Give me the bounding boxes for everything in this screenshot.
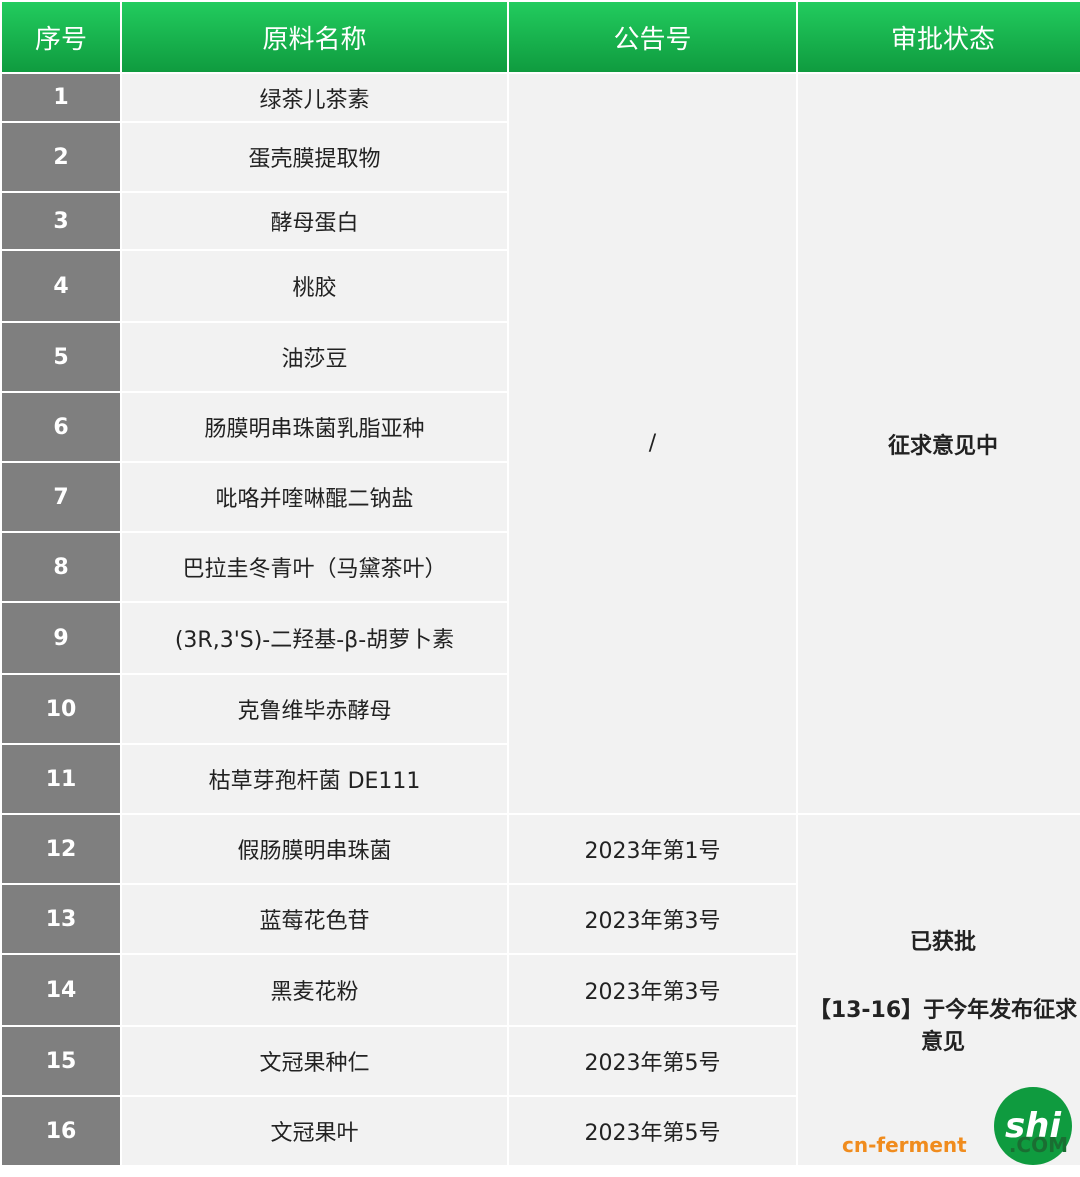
row-number: 16	[0, 1095, 122, 1167]
row: 10 克鲁维毕赤酵母	[0, 673, 1080, 745]
row-number: 7	[0, 461, 122, 533]
material-name: 绿茶儿茶素	[120, 72, 509, 123]
header-cell: 公告号	[507, 0, 798, 74]
row: 8 巴拉圭冬青叶（马黛茶叶）	[0, 531, 1080, 603]
notice-number: 2023年第5号	[507, 1095, 798, 1167]
material-name: 桃胶	[120, 249, 509, 323]
header-cell: 审批状态	[796, 0, 1080, 74]
row: 1 绿茶儿茶素 / 征求意见中	[0, 72, 1080, 815]
header-row: 序号 原料名称 公告号 审批状态	[0, 0, 1080, 74]
row-number: 9	[0, 601, 122, 675]
watermark-text: cn-ferment	[842, 1133, 967, 1157]
material-name: 巴拉圭冬青叶（马黛茶叶）	[120, 531, 509, 603]
material-name: 油莎豆	[120, 321, 509, 393]
notice-number: 2023年第1号	[507, 813, 798, 885]
status-line: 【13-16】于今年发布征求意见	[808, 998, 1078, 1055]
row: 5 油莎豆	[0, 321, 1080, 393]
row-number: 6	[0, 391, 122, 463]
header-cell: 原料名称	[120, 0, 509, 74]
watermark-suffix: .COM	[1008, 1133, 1068, 1157]
row-number: 13	[0, 883, 122, 955]
row-number: 8	[0, 531, 122, 603]
row: 12 假肠膜明串珠菌 2023年第1号已获批【13-16】于今年发布征求意见	[0, 813, 1080, 1167]
status-line: 征求意见中	[887, 433, 998, 459]
row: 16 文冠果叶 2023年第5号	[0, 1095, 1080, 1167]
material-name: 假肠膜明串珠菌	[120, 813, 509, 885]
row: 9 (3R,3'S)-二羟基-β-胡萝卜素	[0, 601, 1080, 675]
row: 6 肠膜明串珠菌乳脂亚种	[0, 391, 1080, 463]
status-line: 已获批	[909, 930, 976, 955]
row-number: 3	[0, 191, 122, 251]
notice-number: 2023年第5号	[507, 1025, 798, 1097]
row-number: 12	[0, 813, 122, 885]
material-name: 酵母蛋白	[120, 191, 509, 251]
row: 3 酵母蛋白	[0, 191, 1080, 251]
row-number: 11	[0, 743, 122, 815]
material-name: 蓝莓花色苷	[120, 883, 509, 955]
row: 15 文冠果种仁 2023年第5号	[0, 1025, 1080, 1097]
material-name: 肠膜明串珠菌乳脂亚种	[120, 391, 509, 463]
watermark-logo: shi	[994, 1087, 1072, 1165]
row: 7 吡咯并喹啉醌二钠盐	[0, 461, 1080, 533]
material-name: 蛋壳膜提取物	[120, 121, 509, 193]
material-name: 吡咯并喹啉醌二钠盐	[120, 461, 509, 533]
row-number: 14	[0, 953, 122, 1027]
spacer	[798, 956, 1080, 992]
material-name: 克鲁维毕赤酵母	[120, 673, 509, 745]
row-number: 1	[0, 72, 122, 123]
row: 14 黑麦花粉 2023年第3号	[0, 953, 1080, 1027]
row: 11 枯草芽孢杆菌 DE111	[0, 743, 1080, 815]
watermark: shi cn-ferment .COM	[842, 1087, 1072, 1167]
material-name: 文冠果叶	[120, 1095, 509, 1167]
material-name: 黑麦花粉	[120, 953, 509, 1027]
row-number: 5	[0, 321, 122, 393]
row: 2 蛋壳膜提取物	[0, 121, 1080, 193]
row-number: 15	[0, 1025, 122, 1097]
row: 13 蓝莓花色苷 2023年第3号	[0, 883, 1080, 955]
material-name: (3R,3'S)-二羟基-β-胡萝卜素	[120, 601, 509, 675]
row-number: 10	[0, 673, 122, 745]
notice-number: 2023年第3号	[507, 953, 798, 1027]
status: 征求意见中	[796, 72, 1080, 815]
header-cell: 序号	[0, 0, 122, 74]
row-number: 2	[0, 121, 122, 193]
notice-number: 2023年第3号	[507, 883, 798, 955]
row: 4 桃胶	[0, 249, 1080, 323]
row-number: 4	[0, 249, 122, 323]
notice-number: /	[507, 72, 798, 815]
material-name: 文冠果种仁	[120, 1025, 509, 1097]
material-name: 枯草芽孢杆菌 DE111	[120, 743, 509, 815]
